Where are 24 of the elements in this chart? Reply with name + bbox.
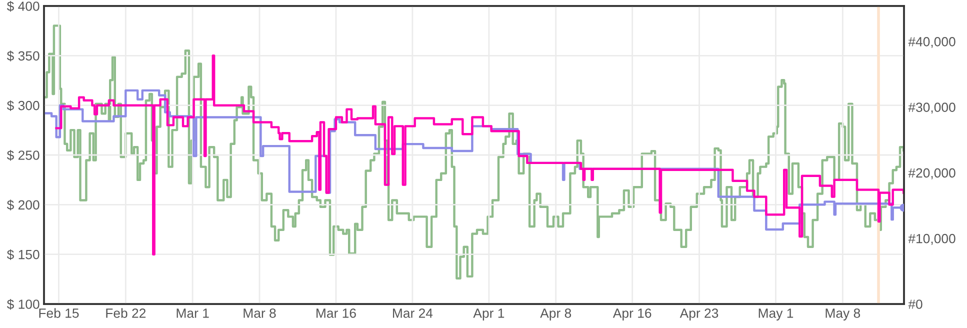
x-tick-label: Apr 16 [612, 308, 652, 320]
y2-tick-label: #10,000 [908, 234, 956, 245]
x-tick-label: Mar 8 [244, 308, 276, 318]
x-tick-label: Feb 15 [39, 308, 79, 318]
x-tick-label: May 8 [826, 308, 860, 320]
x-tick-label: Mar 24 [393, 308, 433, 318]
x-tick-label: Apr 1 [473, 308, 504, 320]
x-tick-label: Mar 16 [316, 308, 356, 318]
x-tick-label: May 1 [758, 308, 794, 320]
y-tick-label: $ 350 [6, 50, 40, 62]
y-tick-label: $ 200 [6, 200, 40, 210]
x-tick-label: Apr 23 [680, 308, 718, 320]
y-tick-label: $ 300 [6, 100, 40, 112]
x-tick-label: Mar 1 [176, 308, 209, 318]
y2-tick-label: #30,000 [908, 102, 956, 114]
y-tick-label: $ 100 [6, 299, 40, 310]
x-tick-label: Feb 22 [106, 308, 146, 318]
y2-tick-label: #40,000 [908, 37, 956, 48]
y-tick-label: $ 250 [6, 150, 40, 161]
y2-tick-label: #20,000 [908, 168, 956, 180]
x-tick-label: Apr 8 [540, 308, 572, 320]
y-tick-label: $ 400 [6, 1, 40, 12]
y2-tick-label: #0 [908, 300, 922, 309]
y-tick-label: $ 150 [6, 249, 40, 260]
